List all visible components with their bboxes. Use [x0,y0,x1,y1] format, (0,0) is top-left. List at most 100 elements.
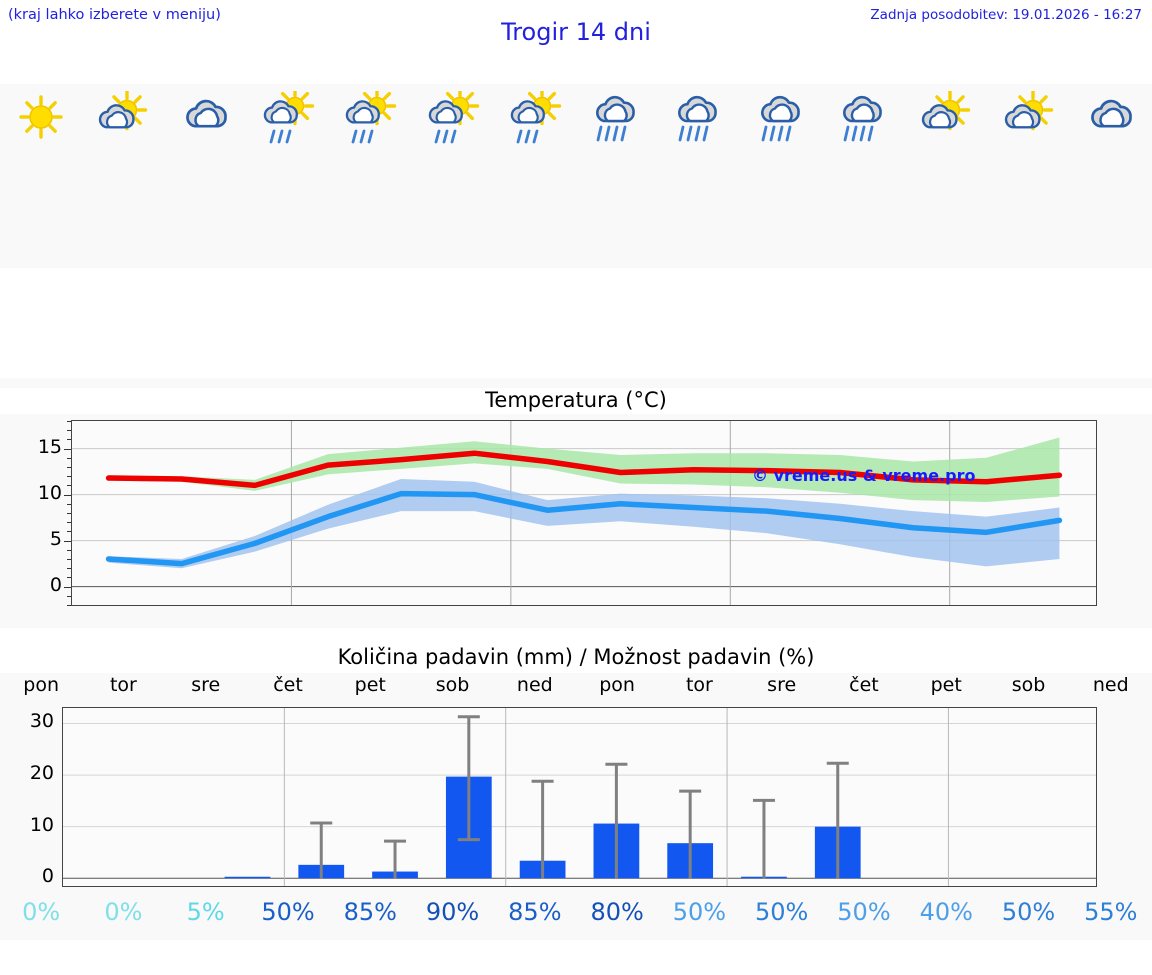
sun-cloud-rain-icon [341,90,399,146]
day-column [823,84,905,268]
precipitation-probability: 50% [837,898,891,926]
precipitation-chart-title: Količina padavin (mm) / Možnost padavin … [0,645,1152,673]
day-column [576,84,658,268]
temperature-axis-tick [67,457,71,459]
sun-cloud-icon [917,90,975,146]
day-column [0,84,82,268]
temperature-axis-tick [67,439,71,441]
precipitation-y-tick-label: 30 [29,710,54,733]
temperature-y-tick-label: 15 [37,435,62,458]
precipitation-day-label: pet [930,674,962,696]
sun-cloud-rain-icon [506,90,564,146]
day-column [165,84,247,268]
precipitation-probability: 85% [508,898,562,926]
temperature-axis-tick [64,540,71,542]
precipitation-day-label: sob [435,674,470,696]
temperature-axis-tick [67,430,71,432]
precipitation-day-label: tor [685,674,713,696]
temperature-axis-tick [67,476,71,478]
temperature-y-tick-label: 5 [49,527,62,550]
precipitation-svg [63,708,1096,886]
sun-icon [12,90,70,146]
precipitation-day-label: sre [191,674,221,696]
temperature-axis-tick [64,448,71,450]
menu-hint: (kraj lahko izberete v meniju) [8,7,221,23]
precipitation-probability: 55% [1084,898,1138,926]
precipitation-probability-row: 0% 0% 5% 50% 85% 90% 85% 80% 50% 50% 50% 40% 50% 55% [0,898,1152,926]
sun-cloud-icon [1000,90,1058,146]
sun-cloud-rain-icon [259,90,317,146]
watermark: © vreme.us & vreme.pro [752,466,975,485]
day-column [658,84,740,268]
cloud-icon [177,90,235,146]
temperature-axis-tick [64,586,71,588]
day-column [329,84,411,268]
temperature-axis-tick [67,522,71,524]
day-column [82,84,164,268]
temperature-plot-area [71,420,1097,606]
precipitation-day-label: čet [273,674,303,696]
temperature-axis-tick [67,485,71,487]
precipitation-day-label: pet [354,674,386,696]
precipitation-day-label: pon [23,674,59,696]
precipitation-probability: 90% [425,898,480,926]
page-title: Trogir 14 dni [501,18,651,46]
daily-forecast-strip [0,84,1152,268]
cloud-icon [1082,90,1140,146]
precipitation-day-label: sre [767,674,797,696]
day-column [494,84,576,268]
day-column [411,84,493,268]
precipitation-plot-area [62,707,1097,887]
day-column [247,84,329,268]
precipitation-day-label: ned [516,674,553,696]
cloud-rain-icon [670,90,728,146]
temperature-axis-tick [67,577,71,579]
temperature-axis-tick [67,531,71,533]
precipitation-y-tick-label: 10 [29,813,54,836]
precipitation-probability: 50% [672,898,727,926]
precipitation-day-label: pon [599,674,635,696]
precipitation-day-label: sob [1011,674,1046,696]
precipitation-probability: 80% [590,898,644,926]
sun-cloud-rain-icon [424,90,482,146]
precipitation-probability: 0% [104,898,143,926]
temperature-axis-tick [67,595,71,597]
day-column [905,84,987,268]
temperature-axis-tick [67,568,71,570]
temperature-axis-tick [67,559,71,560]
temperature-axis-tick [67,421,71,422]
cloud-rain-icon [835,90,893,146]
day-column [987,84,1069,268]
precipitation-probability: 50% [261,898,315,926]
precipitation-day-label: ned [1092,674,1129,696]
temperature-axis-tick [67,549,71,551]
precipitation-probability: 50% [1001,898,1056,926]
precipitation-probability: 0% [22,898,61,926]
temperature-axis-tick [67,467,71,468]
temperature-axis-tick [64,494,71,496]
precipitation-day-labels: pon tor sre čet pet sob ned pon tor sre čet pet sob n… [0,674,1152,696]
cloud-rain-icon [588,90,646,146]
temperature-y-tick-label: 0 [49,573,62,596]
precipitation-day-label: tor [109,674,137,696]
temperature-axis-tick [67,605,71,606]
sun-cloud-icon [94,90,152,146]
temperature-axis-tick [67,503,71,505]
last-updated: Zadnja posodobitev: 19.01.2026 - 16:27 [870,7,1142,23]
precipitation-probability: 5% [186,898,225,926]
temperature-svg [72,421,1096,605]
temperature-chart-title: Temperatura (°C) [0,388,1152,414]
day-column [741,84,823,268]
watermark-text: © vreme.us & vreme.pro [752,466,976,485]
precipitation-probability: 85% [343,898,397,926]
day-column [1070,84,1152,268]
temperature-y-tick-label: 10 [37,481,62,504]
page-header: (kraj lahko izberete v meniju) Trogir 14… [0,0,1152,58]
precipitation-probability: 40% [919,898,973,926]
temperature-axis-tick [67,513,71,514]
precipitation-y-tick-label: 0 [41,865,54,888]
precipitation-probability: 50% [755,898,809,926]
cloud-rain-icon [753,90,811,146]
day-columns [0,84,1152,268]
